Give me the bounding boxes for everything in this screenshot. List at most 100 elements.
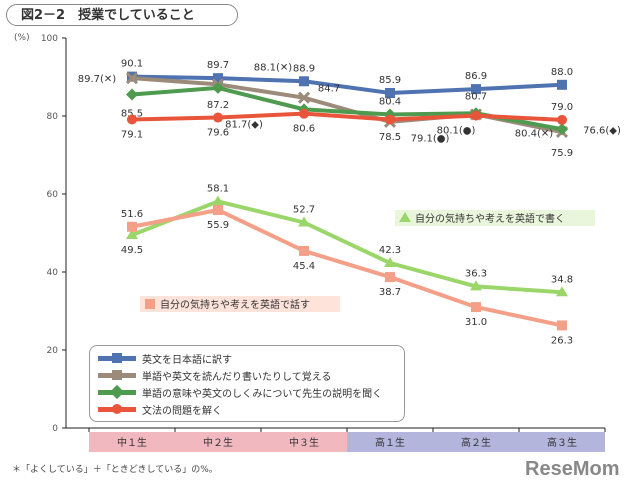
data-label: 80.4 [379,96,401,107]
category-cell [347,432,433,452]
series-line [131,111,563,122]
y-axis-label: (%) [14,33,30,43]
data-label: 80.7 [465,91,487,102]
legend-item: 英文を日本語に訳す [98,350,404,367]
data-point [127,221,137,232]
y-tick-label: 100 [41,34,58,44]
data-label: 78.5 [379,132,401,143]
legend: 英文を日本語に訳す単語や英文を読んだり書いたりして覚える単語の意味や英文のしくみ… [89,345,405,422]
legend-item: 単語や英文を読んだり書いたりして覚える [98,367,404,384]
data-label: 45.4 [293,261,315,272]
category-cell [89,432,175,452]
data-label: 31.0 [465,317,487,328]
data-label: 42.3 [379,245,401,256]
data-label: 79.6 [207,128,229,139]
category-cell [261,432,347,452]
legend-item: 文法の問題を解く [98,401,404,418]
inline-legend-label: 自分の気持ちや考えを英語で話す [160,298,310,311]
legend-swatch [98,370,136,380]
data-label: 90.1 [121,59,143,70]
inline-legend-box [395,210,595,226]
series-line [131,207,563,328]
series-line [131,199,563,295]
data-label: 85.5 [121,109,143,120]
data-point [212,81,224,94]
data-point [384,257,396,268]
legend-item: 単語の意味や英文のしくみについて先生の説明を聞く [98,384,404,401]
data-point [470,280,482,291]
data-label: 80.4(✕) [515,128,554,139]
category-cell [175,432,261,452]
data-label: 80.1(●) [437,126,476,137]
data-label: 88.9 [293,63,315,74]
data-point [556,123,568,136]
resemom-logo: ReseMom [525,458,620,480]
data-label: 58.1 [207,183,229,194]
data-label: 55.9 [207,220,229,231]
x-tick-label: 高１生 [375,436,405,449]
data-label: 34.8 [551,274,573,285]
data-label: 81.7(◆) [225,119,263,130]
data-label: 49.5 [121,245,143,256]
data-label: 88.0 [551,67,573,78]
data-point [471,110,481,121]
legend-label: 単語の意味や英文のしくみについて先生の説明を聞く [142,389,383,400]
series-line [131,74,563,95]
data-label: 79.0 [551,102,573,113]
data-point [299,108,309,119]
data-label: 80.6 [293,124,315,135]
data-label: 86.9 [465,71,487,82]
data-point [125,72,139,85]
data-point [297,91,311,104]
data-label: 76.6(◆) [583,125,621,136]
data-label: 84.7 [318,84,340,95]
y-tick-label: 60 [47,190,59,200]
x-tick-label: 中２生 [203,436,233,449]
data-label: 85.9 [379,75,401,86]
figure-title: 図2－2 授業でしていること [6,4,238,26]
data-point [557,79,567,90]
data-label: 79.1 [121,130,143,141]
data-point [471,302,481,313]
data-point [212,195,224,206]
data-label: 75.9 [551,148,573,159]
data-point [385,114,395,125]
y-tick-label: 40 [47,268,59,278]
inline-legend-box [140,296,340,312]
data-label: 51.6 [121,209,143,220]
data-point [399,212,411,222]
legend-swatch [98,384,136,400]
data-label: 36.3 [465,268,487,279]
data-point [126,228,138,239]
x-tick-label: 高２生 [461,436,491,449]
data-point [213,73,223,84]
data-point [213,204,223,215]
y-tick-label: 80 [47,112,59,122]
data-label: 52.7 [293,204,315,215]
y-tick-label: 20 [47,346,59,356]
legend-swatch [98,353,136,363]
data-label: 79.1(●) [411,134,450,145]
data-point [385,87,395,98]
data-point [556,286,568,297]
inline-legend-label: 自分の気持ちや考えを英語で書く [415,212,565,225]
legend-label: 単語や英文を読んだり書いたりして覚える [142,372,332,383]
data-label: 89.7(✕) [78,74,117,85]
x-tick-label: 中１生 [117,436,147,449]
category-cell [433,432,519,452]
data-point [145,299,155,309]
data-point [471,84,481,95]
data-point [213,112,223,123]
data-point [299,76,309,87]
data-point [127,114,137,125]
data-point [299,245,309,256]
data-point [557,114,567,125]
data-label: 89.7 [207,60,229,71]
data-label: 26.3 [551,335,573,346]
data-label: 38.7 [379,287,401,298]
legend-label: 英文を日本語に訳す [142,355,232,366]
data-label: 88.1(✕) [254,62,293,73]
data-point [126,88,138,101]
legend-swatch [98,404,136,414]
